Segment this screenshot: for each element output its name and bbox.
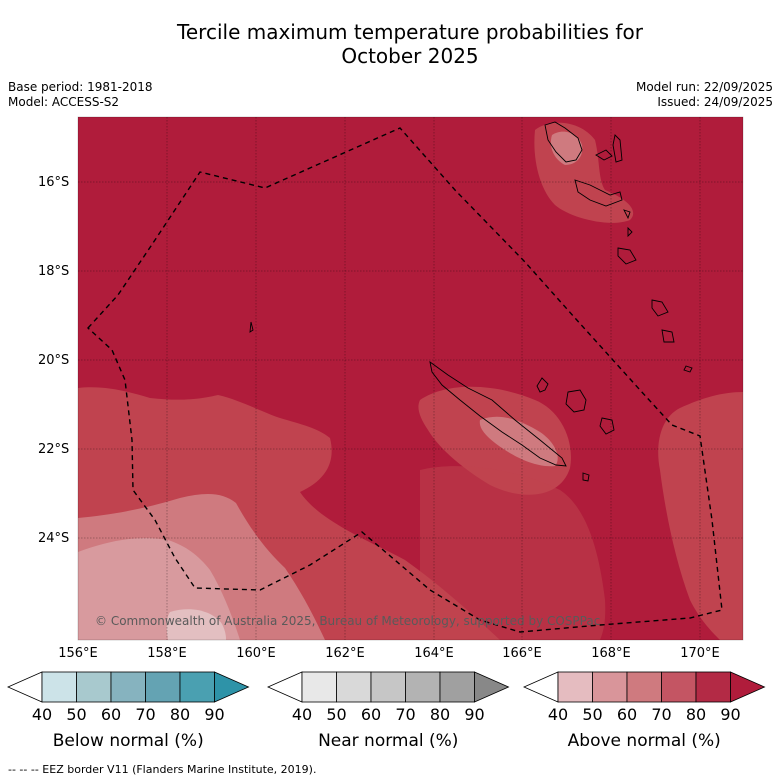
vanuatu-island-7 — [683, 365, 693, 373]
colorbar-0-segment-1 — [76, 671, 112, 703]
prob-band-60-east — [479, 416, 558, 467]
vanuatu-island-4 — [617, 247, 637, 265]
colorbar-1-tick-40: 40 — [291, 705, 313, 724]
lon-label-166e: 166°E — [502, 646, 542, 661]
vanuatu-island-5 — [651, 299, 669, 317]
new-caledonia-island — [429, 360, 567, 467]
colorbar-1-label: Near normal (%) — [318, 731, 459, 751]
colorbar-0-min-triangle — [7, 671, 43, 703]
colorbar-0-segment-2 — [110, 671, 146, 703]
lon-label-160e: 160°E — [236, 646, 276, 661]
colorbar-1-segment-2 — [370, 671, 406, 703]
colorbar-2-tick-70: 70 — [651, 705, 672, 724]
colorbar-1-tick-70: 70 — [395, 705, 416, 724]
prob-band-40 — [166, 609, 226, 640]
colorbar-2-min-triangle — [523, 671, 559, 703]
lat-label-22s: 22°S — [38, 442, 70, 457]
vanuatu-island-6 — [661, 329, 675, 343]
meta-left: Base period: 1981-2018 Model: ACCESS-S2 — [8, 80, 153, 110]
prob-band-70-south — [420, 466, 606, 640]
espiritu-santo-island — [544, 121, 583, 163]
colorbar-2-max-triangle — [730, 671, 766, 703]
loyalty-islands — [536, 377, 615, 435]
colorbar-1-segment-4 — [439, 671, 475, 703]
colorbar-2-segment-1 — [592, 671, 628, 703]
colorbar-1-tick-50: 50 — [326, 705, 347, 724]
colorbar-0-segment-4 — [179, 671, 215, 703]
lon-label-158e: 158°E — [147, 646, 187, 661]
meta-right: Model run: 22/09/2025 Issued: 24/09/2025 — [636, 80, 773, 110]
prob-band-70-east — [658, 392, 743, 640]
title-line-1: Tercile maximum temperature probabilitie… — [177, 20, 643, 44]
colorbar-0-tick-50: 50 — [66, 705, 87, 724]
colorbar-0-segment-0 — [41, 671, 77, 703]
map-frame — [77, 116, 744, 641]
lon-label-156e: 156°E — [58, 646, 98, 661]
colorbar-1-segment-0 — [301, 671, 337, 703]
colorbar-0-tick-40: 40 — [31, 705, 53, 724]
colorbar-2-segment-0 — [557, 671, 593, 703]
vanuatu-island-1 — [574, 179, 623, 207]
base-period: Base period: 1981-2018 — [8, 80, 153, 94]
lat-label-24s: 24°S — [38, 531, 70, 546]
islet-south — [582, 472, 590, 482]
eez-border — [87, 127, 723, 633]
vanuatu-island-8 — [623, 209, 633, 238]
colorbar-1-tick-80: 80 — [429, 705, 451, 724]
lat-label-20s: 20°S — [38, 353, 70, 368]
colorbar-2-segment-2 — [626, 671, 662, 703]
map-credit: © Commonwealth of Australia 2025, Bureau… — [95, 614, 601, 628]
colorbar-0-segment-3 — [145, 671, 181, 703]
lon-label-162e: 162°E — [325, 646, 365, 661]
colorbar-2-tick-60: 60 — [616, 705, 638, 724]
colorbar-2-tick-90: 90 — [720, 705, 741, 724]
land-outlines — [249, 121, 693, 482]
model-name: Model: ACCESS-S2 — [8, 95, 120, 109]
solomon-islet — [249, 321, 254, 333]
lon-label-168e: 168°E — [591, 646, 631, 661]
title-line-2: October 2025 — [341, 44, 479, 68]
colorbar-2-segment-4 — [695, 671, 731, 703]
colorbar-0-tick-70: 70 — [135, 705, 156, 724]
colorbar-2-segment-3 — [661, 671, 697, 703]
model-run: Model run: 22/09/2025 — [635, 80, 773, 94]
colorbar-2-tick-80: 80 — [685, 705, 707, 724]
eez-footnote: -- -- -- EEZ border V11 (Flanders Marine… — [8, 763, 317, 776]
colorbar-0-max-triangle — [214, 671, 250, 703]
colorbar-1-segment-3 — [405, 671, 441, 703]
colorbar-1-segment-1 — [336, 671, 372, 703]
map-title: Tercile maximum temperature probabilitie… — [0, 20, 781, 68]
colorbar-2-label: Above normal (%) — [567, 731, 721, 751]
prob-band-60-vanuatu — [550, 131, 583, 165]
colorbar-1-max-triangle — [474, 671, 510, 703]
colorbar-0-label: Below normal (%) — [52, 731, 204, 751]
graticule — [78, 117, 743, 640]
colorbar-0-tick-90: 90 — [204, 705, 225, 724]
colorbar-2-tick-50: 50 — [582, 705, 603, 724]
lon-label-170e: 170°E — [680, 646, 720, 661]
vanuatu-island-2 — [612, 134, 623, 163]
colorbar-0-tick-80: 80 — [169, 705, 191, 724]
colorbar-2-tick-40: 40 — [547, 705, 569, 724]
lon-label-164e: 164°E — [414, 646, 454, 661]
colorbars — [7, 671, 766, 703]
colorbar-1-min-triangle — [267, 671, 303, 703]
colorbar-1-tick-90: 90 — [464, 705, 485, 724]
lat-label-18s: 18°S — [38, 264, 70, 279]
lat-label-16s: 16°S — [38, 175, 70, 190]
colorbar-0-tick-60: 60 — [100, 705, 122, 724]
vanuatu-island-3 — [595, 149, 613, 161]
issued-date: Issued: 24/09/2025 — [657, 95, 773, 109]
colorbar-1-tick-60: 60 — [360, 705, 382, 724]
